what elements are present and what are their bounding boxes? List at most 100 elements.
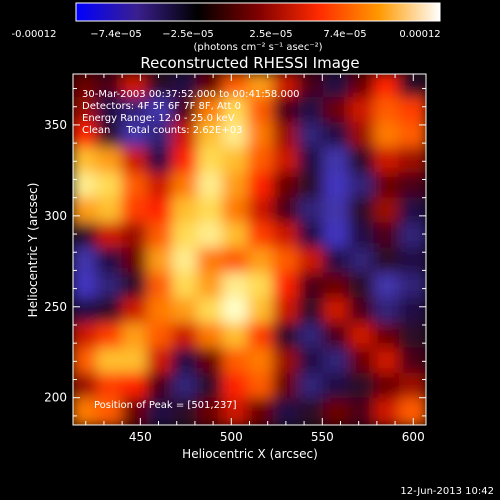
heatmap-cell: [398, 322, 426, 352]
heatmap-cell: [247, 222, 277, 252]
heatmap-cell: [348, 172, 378, 202]
heatmap-cell: [171, 272, 202, 302]
heatmap-cell: [348, 222, 378, 252]
heatmap-cell: [146, 347, 176, 377]
heatmap-cell: [96, 297, 126, 327]
heatmap-cell: [197, 247, 227, 277]
heatmap-cell: [73, 74, 101, 102]
heatmap-cell: [297, 297, 328, 327]
heatmap-cell: [323, 172, 353, 202]
heatmap-cell: [247, 147, 277, 177]
heatmap-cell: [96, 74, 126, 102]
axis-ticks: 450 500 550 600 200 250 300 350: [44, 74, 426, 444]
x-tick-label: 550: [311, 430, 334, 444]
colorbar-tick-label: -0.00012: [12, 29, 57, 40]
heatmap-cell: [373, 297, 403, 327]
heatmap-cell: [121, 147, 151, 177]
annotation-peak-position: Position of Peak = [501,237]: [94, 400, 237, 411]
heatmap-cell: [171, 222, 202, 252]
heatmap-cell: [73, 272, 101, 302]
heatmap-cell: [398, 197, 426, 227]
heatmap-cell: [398, 147, 426, 177]
heatmap-cell: [323, 397, 353, 425]
heatmap-cell: [121, 97, 151, 127]
heatmap-cell: [171, 74, 202, 102]
heatmap-cell: [146, 397, 176, 425]
heatmap-cell: [146, 322, 176, 352]
heatmap-cell: [197, 197, 227, 227]
heatmap-cell: [247, 297, 277, 327]
heatmap-cell: [297, 122, 328, 152]
heatmap-cell: [297, 322, 328, 352]
heatmap-cell: [197, 322, 227, 352]
heatmap-cell: [171, 347, 202, 377]
heatmap-cell: [171, 147, 202, 177]
heatmap-cell: [171, 372, 202, 402]
heatmap-cell: [121, 222, 151, 252]
heatmap-cell: [272, 97, 302, 127]
heatmap-cell: [272, 272, 302, 302]
heatmap-cell: [171, 297, 202, 327]
heatmap-cell: [297, 172, 328, 202]
heatmap-cell: [197, 222, 227, 252]
heatmap-cell: [197, 397, 227, 425]
x-tick-label: 500: [220, 430, 243, 444]
heatmap-cell: [373, 122, 403, 152]
heatmap-cell: [222, 172, 252, 202]
heatmap-cell: [222, 347, 252, 377]
heatmap-cell: [96, 222, 126, 252]
annotation-clean-counts: Clean Total counts: 2.62E+03: [82, 125, 242, 136]
heatmap-cell: [96, 372, 126, 402]
heatmap-cell: [323, 147, 353, 177]
heatmap-cell: [197, 347, 227, 377]
heatmap-cell: [247, 372, 277, 402]
heatmap-cell: [348, 397, 378, 425]
heatmap-cell: [297, 347, 328, 377]
heatmap-cell: [197, 297, 227, 327]
heatmap-cell: [197, 147, 227, 177]
heatmap-cell: [146, 297, 176, 327]
y-tick-label: 200: [44, 391, 67, 405]
heatmap-cell: [373, 222, 403, 252]
heatmap-cell: [348, 297, 378, 327]
heatmap-cell: [222, 397, 252, 425]
heatmap-cell: [73, 372, 101, 402]
heatmap-cell: [323, 197, 353, 227]
heatmap-cell: [272, 372, 302, 402]
heatmap-cell: [398, 397, 426, 425]
heatmap-cell: [323, 347, 353, 377]
heatmap-cell: [272, 147, 302, 177]
heatmap-cell: [373, 74, 403, 102]
heatmap-cell: [96, 322, 126, 352]
heatmap-cell: [323, 272, 353, 302]
heatmap-cell: [297, 97, 328, 127]
heatmap-cell: [197, 74, 227, 102]
heatmap-cell: [121, 172, 151, 202]
heatmap-cell: [323, 122, 353, 152]
heatmap-cell: [272, 297, 302, 327]
heatmap-cell: [222, 122, 252, 152]
heatmap-cell: [247, 172, 277, 202]
heatmap-cell: [146, 147, 176, 177]
heatmap-cell: [348, 97, 378, 127]
heatmap-cell: [348, 347, 378, 377]
heatmap-cell: [171, 97, 202, 127]
heatmap-cell: [323, 297, 353, 327]
heatmap-cell: [373, 247, 403, 277]
heatmap-cell: [247, 74, 277, 102]
heatmap-cell: [96, 272, 126, 302]
annotation-time-range: 30-Mar-2003 00:37:52.000 to 00:41:58.000: [82, 89, 300, 100]
heatmap-cell: [398, 272, 426, 302]
heatmap-cell: [297, 197, 328, 227]
heatmap-cell: [398, 347, 426, 377]
x-axis-label: Heliocentric X (arcsec): [182, 447, 318, 461]
heatmap-cell: [121, 272, 151, 302]
heatmap-cell: [146, 74, 176, 102]
heatmap-cell: [373, 147, 403, 177]
heatmap-cell: [373, 97, 403, 127]
heatmap-cell: [121, 197, 151, 227]
heatmap-cell: [121, 247, 151, 277]
heatmap-cell: [247, 247, 277, 277]
heatmap-cell: [373, 197, 403, 227]
